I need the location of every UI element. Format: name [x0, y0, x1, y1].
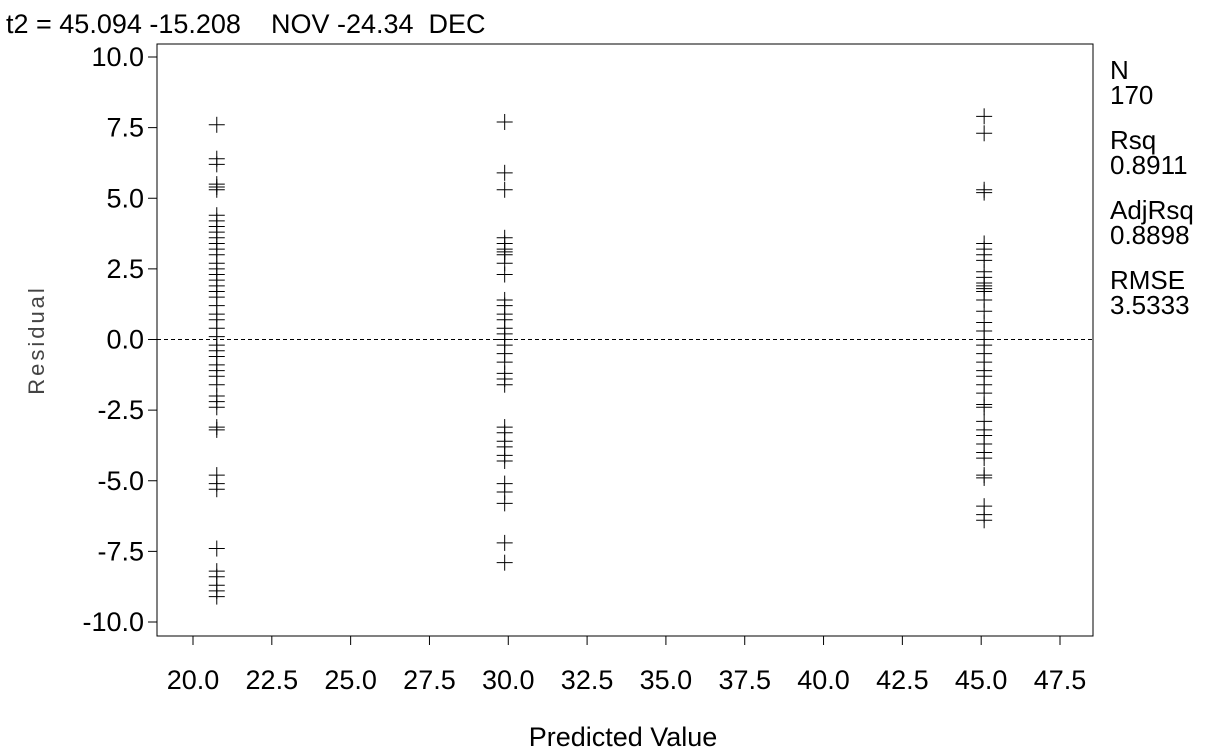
data-point	[496, 113, 513, 130]
x-tick-label: 47.5	[1034, 665, 1087, 695]
x-tick-label: 42.5	[876, 665, 929, 695]
x-tick-label: 32.5	[561, 665, 614, 695]
y-tick-label: -2.5	[97, 395, 144, 425]
data-point	[976, 450, 993, 467]
x-tick-label: 30.0	[482, 665, 535, 695]
data-point	[496, 452, 513, 469]
chart-title: t2 = 45.094 -15.208 NOV -24.34 DEC	[6, 9, 486, 39]
y-tick-label: -7.5	[97, 536, 144, 566]
data-point	[208, 156, 225, 173]
stat-label: N	[1110, 55, 1129, 85]
data-point	[496, 495, 513, 512]
y-tick-label: -10.0	[82, 607, 144, 637]
data-points	[208, 108, 993, 605]
stat-value: 0.8911	[1110, 150, 1188, 180]
data-point	[496, 554, 513, 571]
y-axis-label: Residual	[24, 285, 49, 395]
data-point	[976, 108, 993, 125]
y-axis: 10.0 7.5 5.0 2.5 0.0 -2.5 -5.0 -7.5 -10.0	[82, 42, 157, 637]
y-tick-label: 5.0	[106, 183, 144, 213]
data-point	[976, 184, 993, 201]
data-point	[208, 116, 225, 133]
data-point	[208, 181, 225, 198]
y-tick-label: -5.0	[97, 466, 144, 496]
data-point	[496, 376, 513, 393]
x-tick-label: 37.5	[718, 665, 771, 695]
data-point	[208, 481, 225, 498]
x-tick-label: 25.0	[324, 665, 377, 695]
data-point	[496, 181, 513, 198]
x-tick-label: 22.5	[246, 665, 299, 695]
data-point	[208, 588, 225, 605]
data-point	[208, 421, 225, 438]
data-point	[496, 164, 513, 181]
stat-value: 170	[1110, 80, 1153, 110]
stat-value: 0.8898	[1110, 220, 1190, 250]
data-point	[208, 399, 225, 416]
x-tick-label: 45.0	[955, 665, 1008, 695]
x-axis: 20.0 22.5 25.0 27.5 30.0 32.5 35.0 37.5 40.0 42.5…	[167, 636, 1087, 695]
data-point	[976, 469, 993, 486]
data-point	[496, 534, 513, 551]
data-point	[976, 399, 993, 416]
stat-label: RMSE	[1110, 265, 1185, 295]
stat-label: Rsq	[1110, 125, 1156, 155]
x-axis-label: Predicted Value	[529, 722, 718, 752]
stat-label: AdjRsq	[1110, 195, 1194, 225]
y-tick-label: 0.0	[106, 325, 144, 355]
x-tick-label: 35.0	[640, 665, 693, 695]
data-point	[976, 125, 993, 142]
y-tick-label: 10.0	[91, 42, 144, 72]
x-tick-label: 20.0	[167, 665, 220, 695]
stat-value: 3.5333	[1110, 290, 1190, 320]
y-tick-label: 2.5	[106, 254, 144, 284]
data-point	[496, 266, 513, 283]
data-point	[208, 540, 225, 557]
x-tick-label: 40.0	[797, 665, 850, 695]
data-point	[976, 512, 993, 529]
y-tick-label: 7.5	[106, 113, 144, 143]
x-tick-label: 27.5	[403, 665, 456, 695]
